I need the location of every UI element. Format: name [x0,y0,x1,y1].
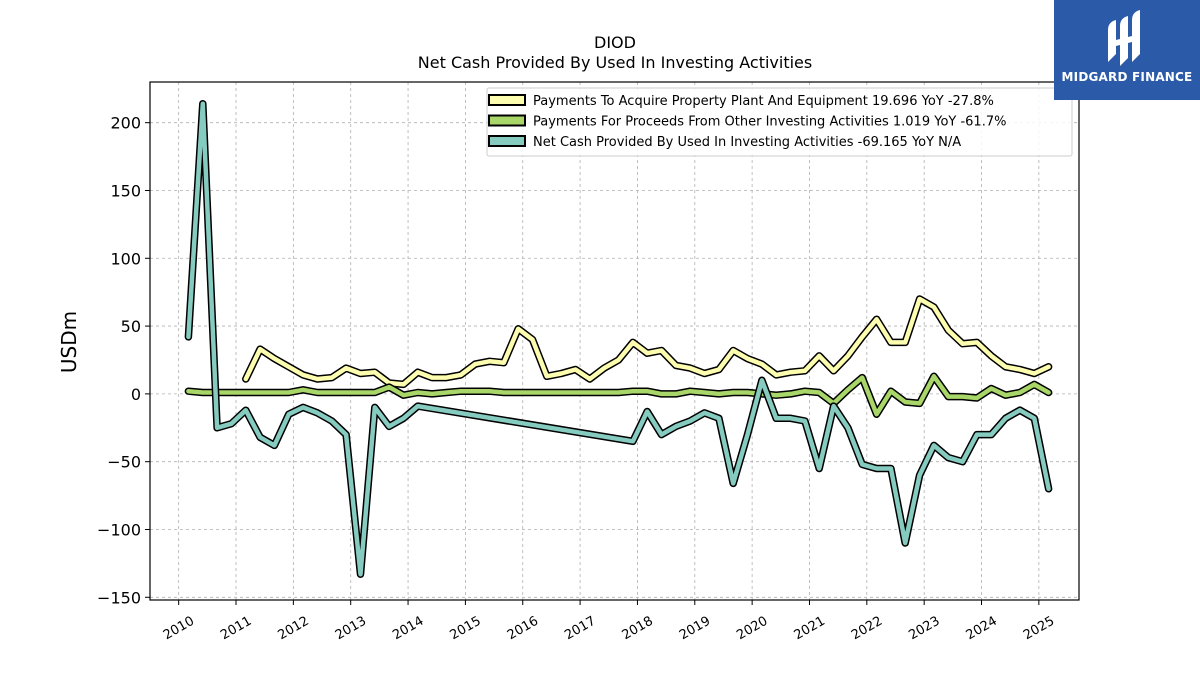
x-tick-label: 2016 [505,614,541,644]
y-tick-label: 150 [110,181,141,200]
legend: Payments To Acquire Property Plant And E… [486,87,1073,157]
legend-swatch-3 [488,135,526,147]
y-axis-label: USDm [57,311,81,373]
midgard-finance-logo: MIDGARD FINANCE [1054,0,1200,100]
x-tick-label: 2013 [333,614,369,644]
series-outline-3 [184,99,1053,578]
x-tick-label: 2018 [620,614,656,644]
x-tick-label: 2025 [1021,614,1057,644]
logo-text: MIDGARD FINANCE [1061,70,1193,84]
x-axis-ticks: 2010 2011 2012 2013 2014 2015 2016 2017 2018 2019… [161,600,1057,643]
legend-swatch-1 [488,94,526,106]
legend-label-2: Payments For Proceeds From Other Investi… [533,115,1006,130]
x-tick-label: 2020 [734,614,770,644]
legend-label-3: Net Cash Provided By Used In Investing A… [533,135,961,150]
midgard-logo-icon [1108,10,1140,66]
x-tick-label: 2012 [276,614,312,644]
y-tick-label: −150 [97,588,141,607]
series-line-1 [243,296,1051,387]
y-axis-ticks: −150 −100 −50 0 50 100 150 200 [97,114,150,607]
x-tick-label: 2015 [448,614,484,644]
chart-title: DIOD [594,33,636,52]
x-tick-label: 2021 [792,614,828,644]
y-tick-label: 50 [121,317,141,336]
x-tick-label: 2024 [964,614,1000,644]
series-line-2 [186,374,1051,417]
grid-lines [150,82,1079,600]
x-tick-label: 2011 [218,614,254,644]
chart-subtitle: Net Cash Provided By Used In Investing A… [418,53,812,72]
x-tick-label: 2022 [849,614,885,644]
plot-frame [149,81,1080,601]
y-tick-label: 200 [110,114,141,133]
series-layer [184,99,1053,578]
x-tick-label: 2010 [161,614,197,644]
legend-box [486,87,1073,157]
y-tick-label: 100 [110,249,141,268]
x-tick-label: 2017 [562,614,598,644]
y-tick-label: −100 [97,520,141,539]
y-tick-label: −50 [107,453,141,472]
x-tick-label: 2014 [390,614,426,644]
y-tick-label: 0 [131,385,141,404]
series-line-3 [186,101,1051,577]
legend-swatch-2 [488,114,526,127]
x-tick-label: 2019 [677,614,713,644]
x-tick-label: 2023 [906,614,942,644]
legend-label-1: Payments To Acquire Property Plant And E… [533,94,994,109]
